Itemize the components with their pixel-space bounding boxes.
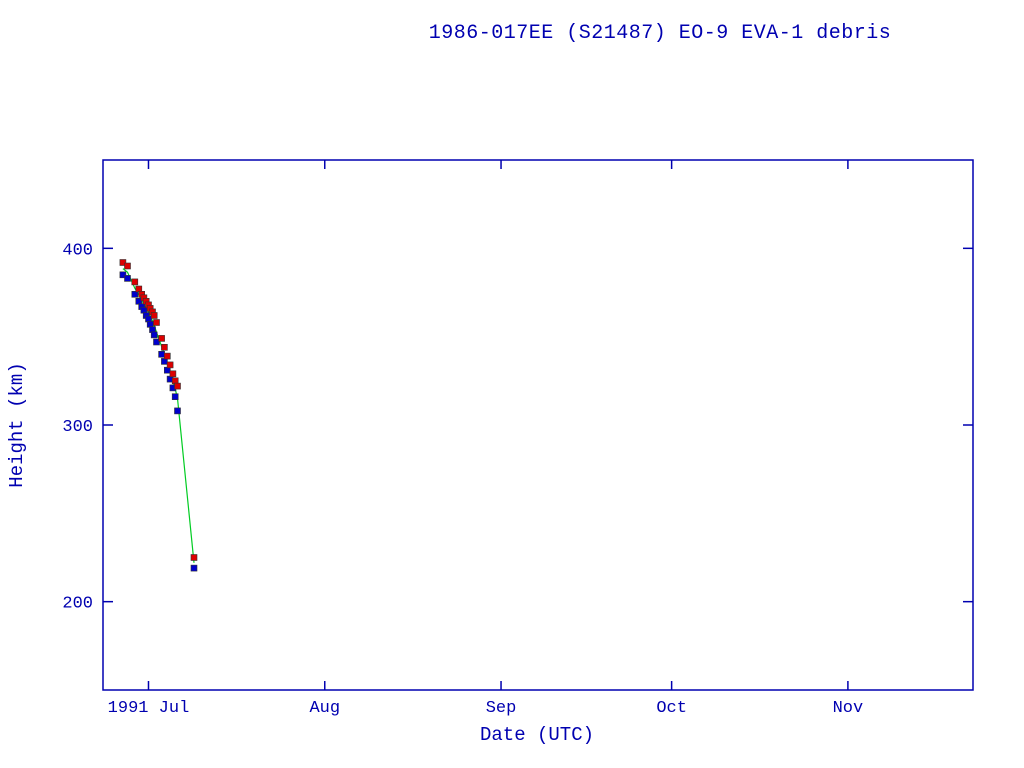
perigee-height-marker	[150, 331, 158, 339]
x-tick-label: Nov	[833, 699, 864, 718]
apogee-height-marker	[131, 278, 139, 286]
perigee-height-marker	[174, 407, 181, 415]
y-tick-label: 300	[62, 418, 93, 437]
apogee-height-marker	[161, 343, 168, 351]
x-axis-label: Date (UTC)	[480, 724, 594, 746]
apogee-height-marker	[153, 319, 160, 326]
x-tick-label: Oct	[656, 699, 687, 718]
y-axis-label: Height (km)	[6, 362, 28, 487]
apogee-height-marker	[174, 382, 181, 390]
plot-area: 1991 Jul Aug Sep Oct Nov 200 300 400	[62, 159, 974, 718]
perigee-height-marker	[153, 338, 160, 346]
plot-frame	[102, 159, 974, 691]
perigee-height-marker	[171, 393, 179, 401]
apogee-height-marker	[169, 370, 177, 378]
x-tick-label: Sep	[486, 699, 517, 718]
apogee-height-marker	[190, 554, 198, 561]
apogee-height-marker	[124, 262, 131, 270]
apogee-height-marker	[119, 259, 127, 266]
apogee-height-marker	[150, 312, 158, 319]
perigee-height-marker	[190, 564, 198, 572]
y-tick-label: 200	[62, 595, 93, 614]
x-tick-label: 1991 Jul	[108, 699, 190, 718]
chart-title: 1986-017EE (S21487) EO-9 EVA-1 debris	[429, 22, 892, 45]
apogee-height-marker	[166, 361, 174, 369]
y-tick-label: 400	[62, 241, 93, 260]
perigee-height-marker	[158, 350, 165, 358]
x-tick-label: Aug	[309, 699, 340, 718]
perigee-height-marker	[119, 271, 127, 279]
apogee-height-marker	[158, 335, 165, 342]
mean-height-line-line	[122, 268, 195, 563]
apogee-height-marker	[164, 352, 171, 360]
perigee-height-marker	[131, 290, 139, 298]
perigee-height-marker	[124, 275, 131, 282]
